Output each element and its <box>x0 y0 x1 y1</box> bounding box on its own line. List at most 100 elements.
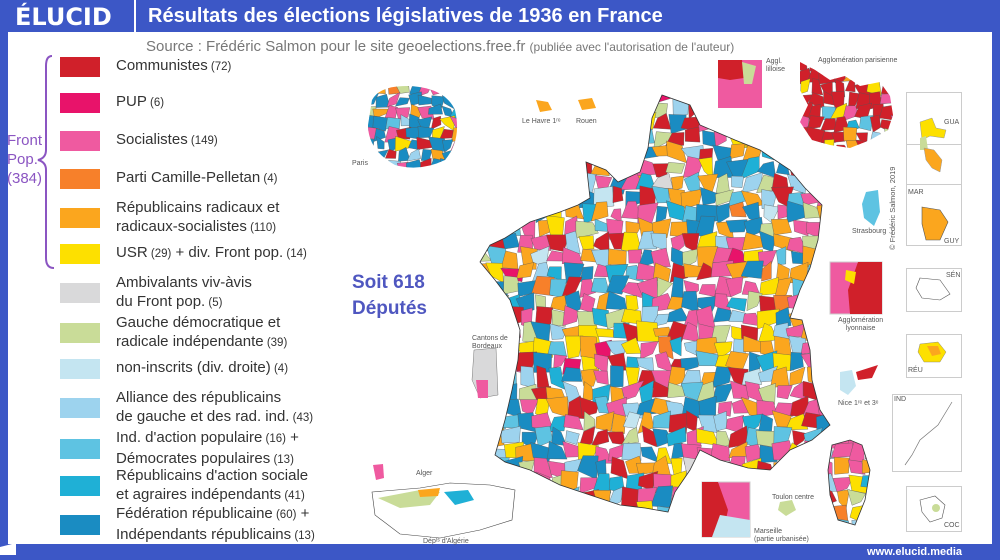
constituency <box>831 278 854 300</box>
label-coc: COC <box>944 522 960 529</box>
constituency <box>650 516 671 525</box>
constituency <box>593 370 609 385</box>
constituency <box>657 505 674 524</box>
label-ind: IND <box>894 396 907 403</box>
constituency <box>818 66 837 85</box>
constituency <box>713 126 727 147</box>
constituency <box>480 306 495 330</box>
constituency <box>657 277 673 300</box>
constituency <box>816 295 839 307</box>
constituency <box>787 127 807 147</box>
constituency <box>808 178 822 193</box>
constituency <box>535 161 550 178</box>
constituency <box>862 157 870 178</box>
constituency <box>480 127 495 150</box>
constituency <box>575 142 600 164</box>
constituency <box>637 96 653 116</box>
front-pop-count: (384) <box>7 170 43 187</box>
constituency <box>595 516 611 525</box>
legend-label: PUP (6) <box>116 92 164 113</box>
constituency <box>548 156 568 179</box>
label-toulon: Toulon centre <box>772 494 815 501</box>
legend-label: USR (29) + div. Front pop. (14) <box>116 243 307 264</box>
constituency <box>817 368 836 387</box>
header-bar: ÉLUCID Résultats des élections législati… <box>0 0 1000 32</box>
constituency <box>710 443 731 462</box>
legend-label: Parti Camille-Pelletan (4) <box>116 168 277 189</box>
constituency <box>847 459 866 475</box>
constituency <box>490 95 507 103</box>
constituency <box>811 78 824 96</box>
constituency <box>665 521 683 525</box>
ind-box <box>892 394 962 472</box>
legend-text: Fédération républicaine <box>116 505 273 522</box>
constituency <box>386 92 401 108</box>
constituency <box>774 277 793 299</box>
legend-swatch <box>60 358 100 379</box>
constituency <box>545 215 565 237</box>
constituency <box>485 457 510 478</box>
constituency <box>731 175 744 188</box>
constituency <box>761 141 775 161</box>
constituency <box>699 477 717 490</box>
constituency <box>684 126 701 143</box>
constituency <box>816 186 835 209</box>
header-divider <box>134 0 136 42</box>
constituency <box>563 95 580 101</box>
constituency <box>480 518 494 525</box>
constituency <box>480 415 492 432</box>
constituency <box>518 519 535 525</box>
constituency <box>596 116 611 131</box>
constituency <box>480 365 495 387</box>
constituency <box>845 370 867 383</box>
constituency <box>635 262 656 281</box>
legend-item: Ind. d'action populaire (16) + Démocrates… <box>60 428 299 470</box>
constituency <box>621 282 642 299</box>
constituency <box>461 105 477 119</box>
legend-text: du Front pop. <box>116 293 206 310</box>
elucid-logo: ÉLUCID <box>15 3 112 31</box>
constituency <box>593 146 612 163</box>
constituency <box>621 426 639 446</box>
constituency <box>547 96 569 118</box>
constituency <box>849 185 868 208</box>
constituency <box>480 95 493 103</box>
constituency <box>486 365 509 386</box>
constituency <box>816 280 840 297</box>
constituency <box>865 143 870 164</box>
constituency <box>746 101 762 117</box>
constituency <box>611 116 630 134</box>
constituency <box>793 219 809 237</box>
constituency <box>772 352 795 373</box>
footer-url[interactable]: www.elucid.media <box>867 546 962 558</box>
constituency <box>605 95 629 105</box>
constituency <box>636 128 655 145</box>
constituency <box>464 82 476 95</box>
constituency <box>507 487 525 510</box>
legend-text: non-inscrits (div. droite) <box>116 359 271 376</box>
mar-box <box>906 144 962 186</box>
constituency <box>699 518 717 525</box>
legend-label: Socialistes (149) <box>116 130 218 151</box>
constituency <box>562 486 580 509</box>
constituency <box>610 456 629 480</box>
constituency <box>464 138 478 152</box>
constituency <box>773 462 793 476</box>
constituency <box>465 159 475 175</box>
constituency <box>623 144 642 164</box>
constituency <box>546 487 567 509</box>
constituency <box>463 147 476 162</box>
constituency <box>532 143 554 164</box>
constituency <box>757 504 777 524</box>
constituency <box>368 137 375 150</box>
constituency <box>776 385 793 400</box>
label-le-havre: Le Havre 1ʳᵉ <box>522 118 561 125</box>
constituency <box>803 307 822 328</box>
legend-item: Républicains radicaux et radicaux-sociali… <box>60 198 279 238</box>
constituency <box>628 249 642 264</box>
constituency <box>625 221 643 236</box>
constituency <box>564 335 584 359</box>
constituency <box>746 95 765 105</box>
constituency <box>507 186 525 210</box>
constituency <box>561 367 583 382</box>
